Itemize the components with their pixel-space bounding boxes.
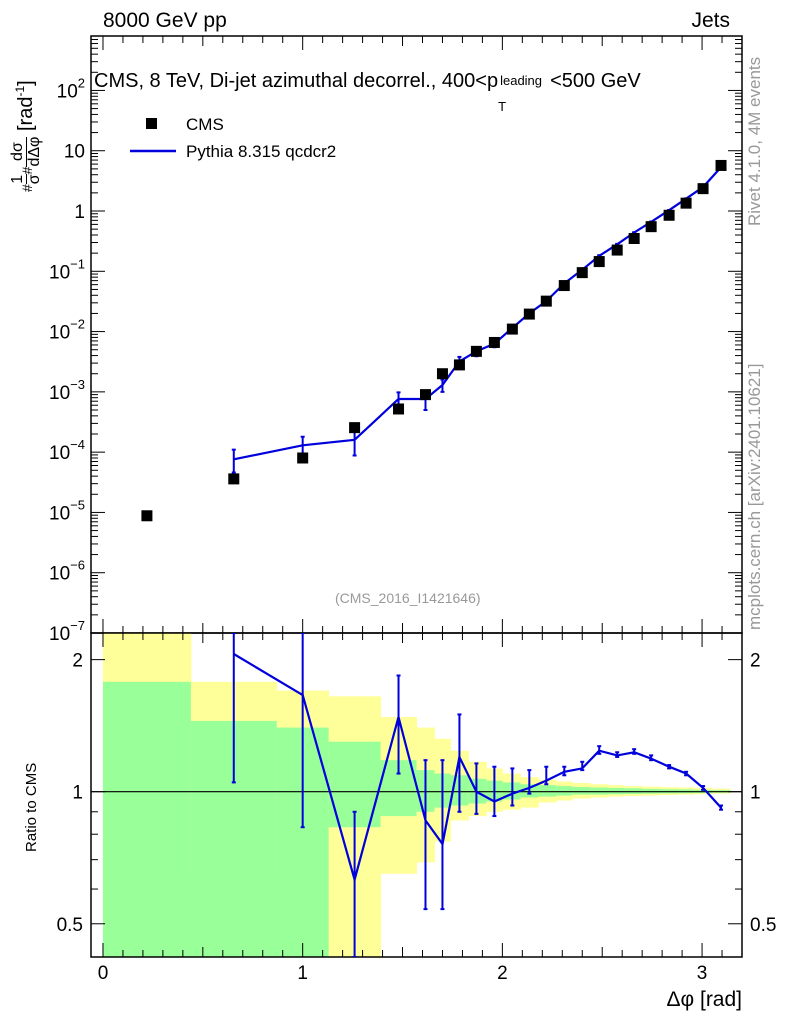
data-point: [453, 359, 465, 371]
process-label: Jets: [691, 9, 730, 32]
data-point: [576, 267, 588, 279]
main-y-tick-label: 10−3: [49, 377, 85, 404]
ratio-frame: [90, 632, 743, 958]
main-y-tick-label: 10−5: [49, 497, 85, 524]
x-tick-label: 3: [697, 963, 708, 984]
ratio-y-tick-label: 1: [72, 783, 83, 804]
ratio-y-tick-label: 2: [72, 651, 83, 672]
main-y-tick-label: 102: [57, 75, 85, 102]
data-point: [540, 295, 552, 307]
data-point: [715, 159, 727, 171]
plot-title-sup: leading: [500, 73, 543, 88]
data-point: [141, 510, 153, 522]
main-y-tick-label: 10−6: [49, 558, 85, 585]
main-y-tick-label: 10−2: [49, 317, 85, 344]
data-point: [470, 345, 482, 357]
main-plot: 102 10 1 10−1 10−2 10−3 10−4 10−5 10−6 10−7: [49, 35, 743, 645]
main-y-tick-label: 10−7: [49, 618, 85, 645]
plot-title-sub: T: [498, 99, 507, 114]
data-point: [663, 209, 675, 221]
plot-title-tail: <500 GeV: [550, 70, 641, 92]
analysis-id: (CMS_2016_I1421646): [335, 590, 481, 606]
legend-mc-label: Pythia 8.315 qcdcr2: [186, 142, 336, 161]
band-inner-bin: [102, 681, 192, 957]
x-tick-label: 0: [98, 963, 109, 984]
ratio-plot: 0 1 2 3 2 2 1 1 0.5 0.5: [57, 632, 776, 984]
data-point: [628, 232, 640, 244]
data-point: [697, 183, 709, 195]
ratio-bands: [102, 633, 731, 957]
band-inner-bin: [556, 786, 573, 796]
data-point: [419, 389, 431, 401]
main-y-tick-label: 10−4: [49, 437, 85, 464]
ratio-y-tick-label-right: 1: [750, 783, 761, 804]
data-point: [228, 473, 240, 485]
data-point: [680, 197, 692, 209]
legend-data-label: CMS: [186, 115, 224, 134]
ratio-y-tick-label: 0.5: [57, 915, 83, 936]
band-inner-bin: [572, 786, 591, 795]
legend-data-marker: [146, 118, 157, 129]
band-inner-bin: [538, 785, 557, 797]
band-inner-bin: [590, 787, 609, 795]
mc-line: [233, 166, 722, 461]
data-point: [506, 323, 518, 335]
main-y-tick-label: 1: [74, 202, 85, 223]
data-point: [488, 336, 500, 348]
x-axis-label: Δφ [rad]: [666, 988, 743, 1011]
data-point: [593, 256, 605, 268]
x-tick-label: 2: [497, 963, 508, 984]
data-point: [436, 368, 448, 380]
ratio-y-label: Ratio to CMS: [23, 762, 40, 852]
rivet-label: Rivet 4.1.0, 4M events: [745, 56, 764, 226]
data-point: [297, 452, 309, 464]
data-point: [645, 221, 657, 233]
plot-title: CMS, 8 TeV, Di-jet azimuthal decorrel., …: [94, 70, 641, 114]
beam-label: 8000 GeV pp: [103, 9, 227, 32]
x-tick-label: 1: [297, 963, 308, 984]
ratio-y-tick-label-right: 0.5: [750, 915, 776, 936]
data-point: [393, 403, 405, 415]
data-point: [611, 244, 623, 256]
main-y-tick-label: 10−1: [49, 256, 85, 283]
data-point: [523, 308, 535, 320]
main-y-label: #1 σ # dσ dΔφ [rad-1]: [9, 80, 43, 192]
mcplots-url: mcplots.cern.ch [arXiv:2401.10621]: [745, 363, 764, 630]
legend: CMS Pythia 8.315 qcdcr2: [130, 115, 336, 161]
ratio-y-tick-label-right: 2: [750, 651, 761, 672]
ratio-series: [231, 633, 724, 957]
data-point: [349, 422, 361, 434]
ratio-line: [233, 653, 722, 884]
band-inner-bin: [608, 787, 625, 795]
main-y-tick-label: 10: [64, 142, 85, 163]
plot-title-main: CMS, 8 TeV, Di-jet azimuthal decorrel., …: [94, 70, 499, 92]
data-point: [558, 280, 570, 292]
